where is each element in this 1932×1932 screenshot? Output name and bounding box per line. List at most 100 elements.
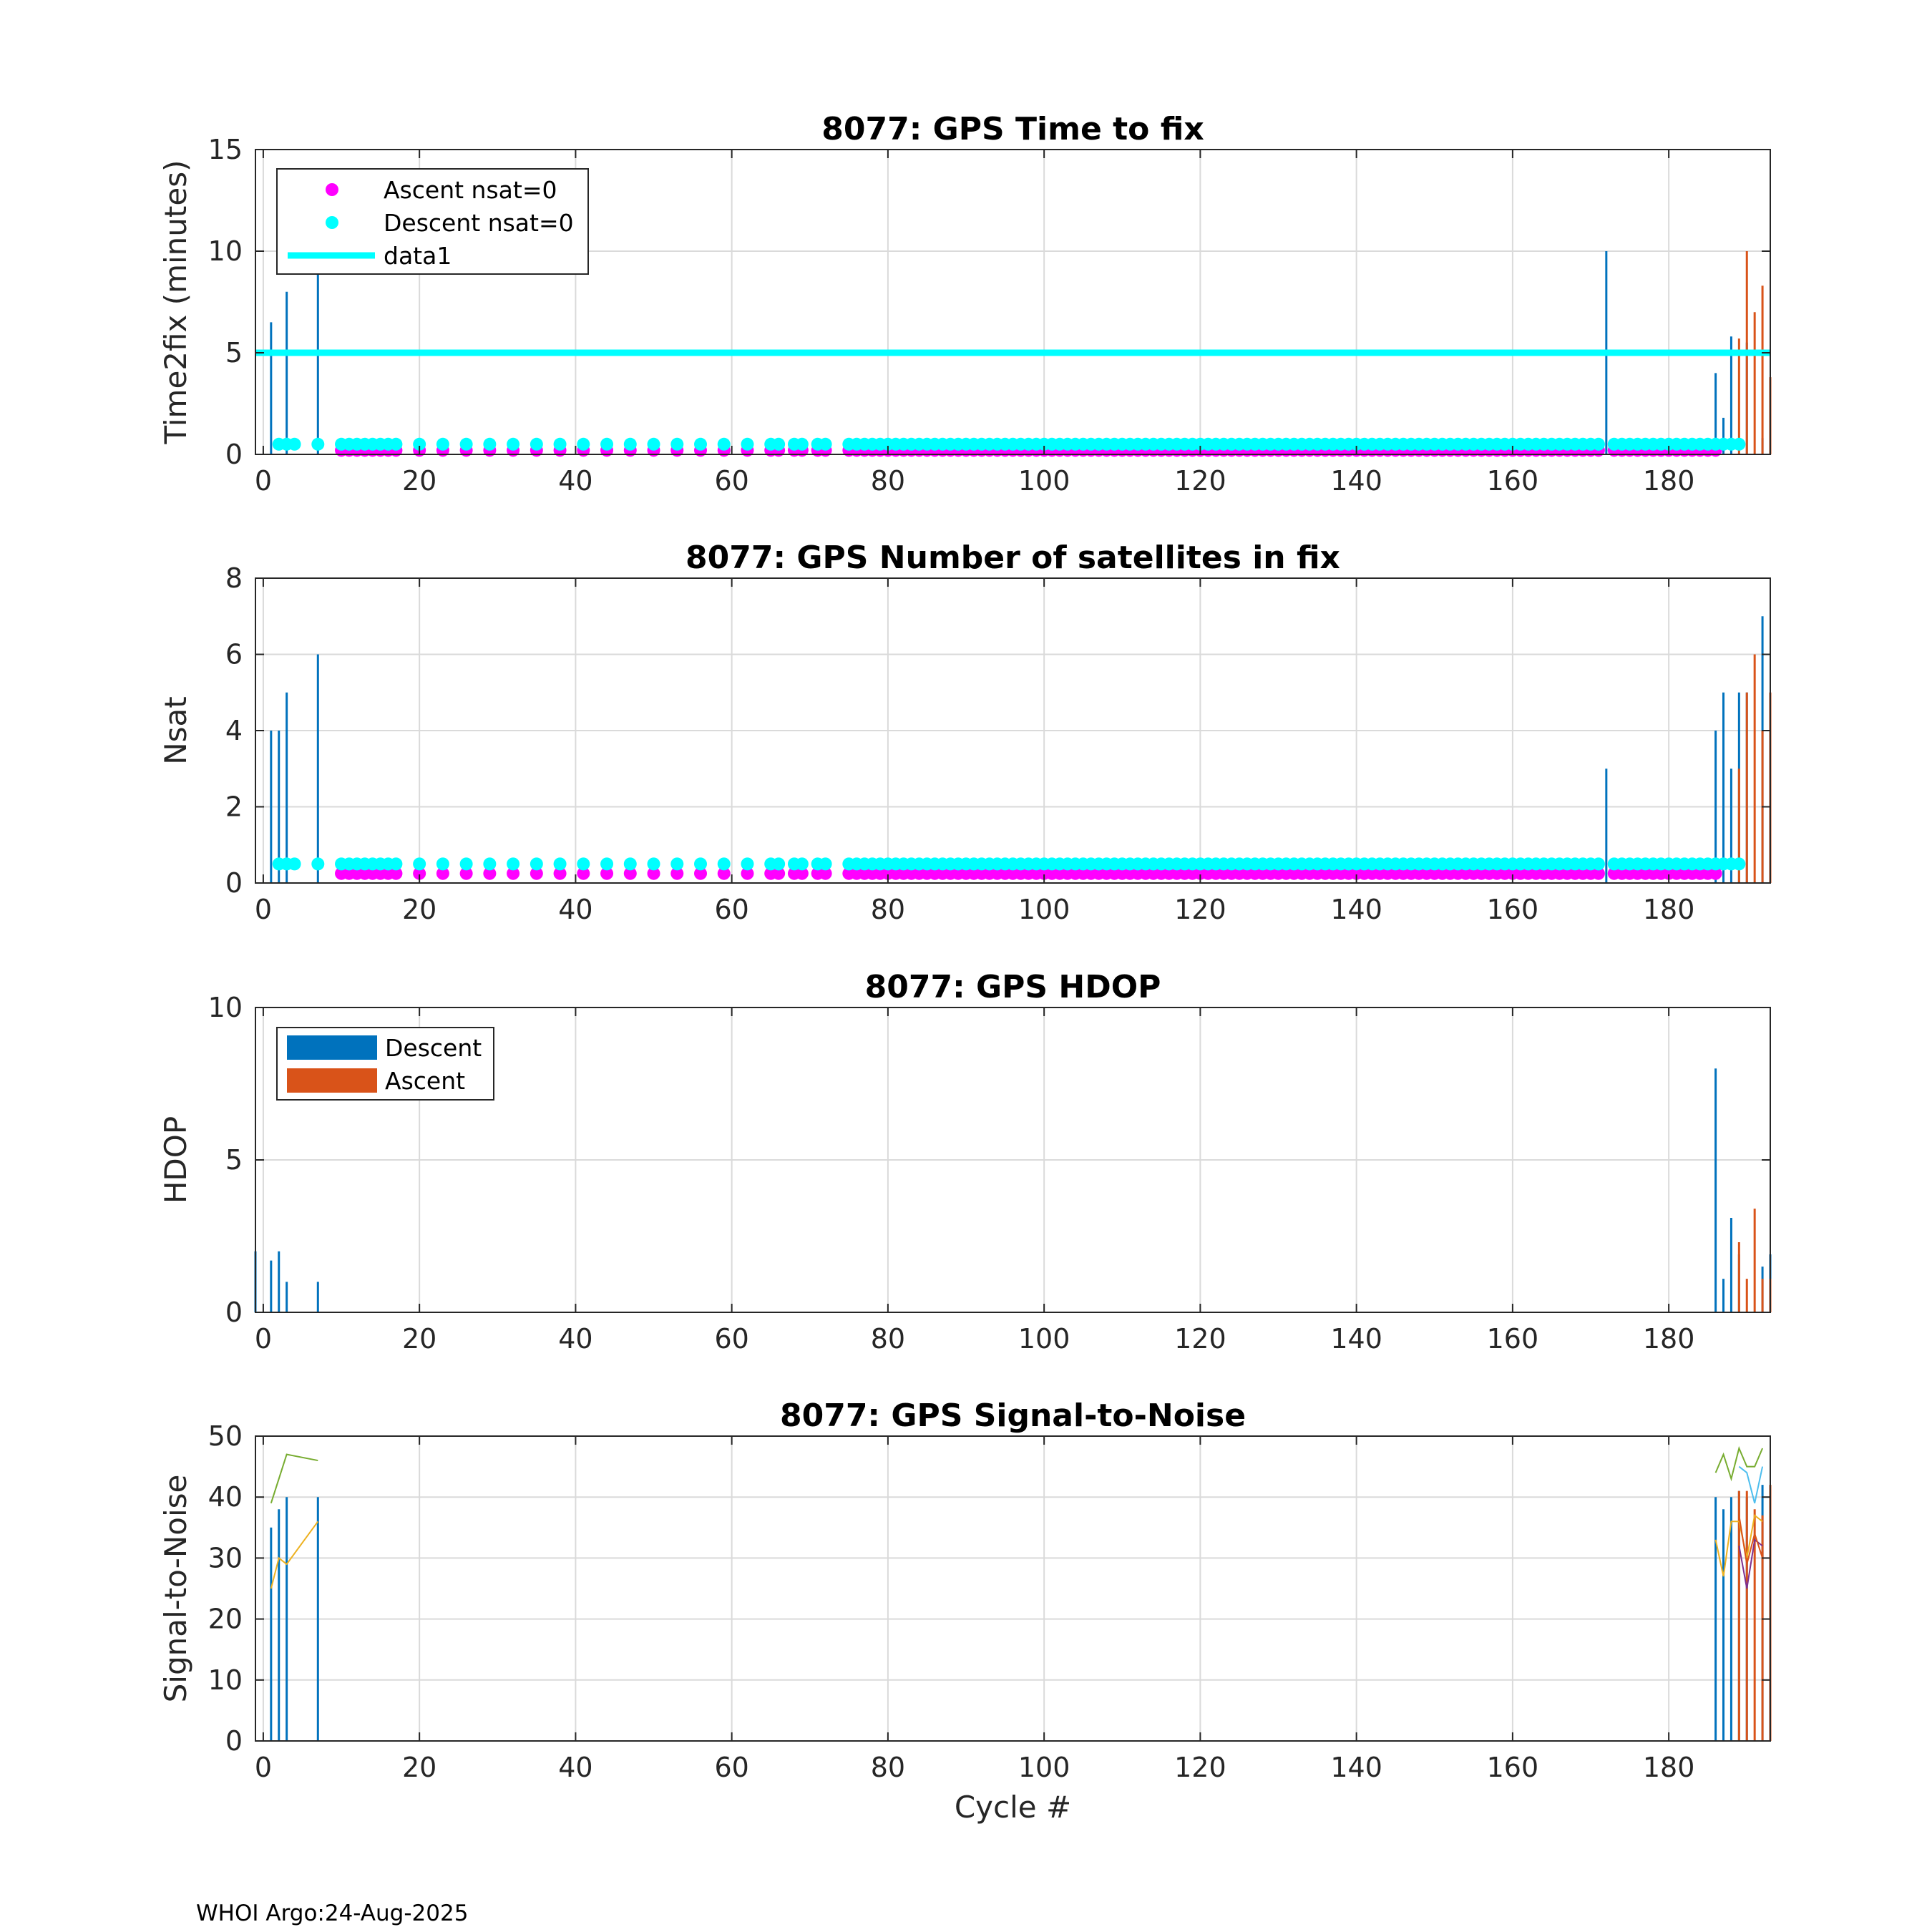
marker-descent <box>530 857 543 871</box>
legend: Descent Ascent <box>276 1027 494 1101</box>
x-tick-label: 180 <box>1643 1323 1695 1355</box>
y-tick-label: 10 <box>208 992 243 1023</box>
marker-ascent <box>795 867 809 880</box>
x-axis-label: Cycle # <box>955 1790 1071 1825</box>
marker-ascent <box>670 867 684 880</box>
marker-descent <box>600 857 614 871</box>
marker-ascent <box>553 867 567 880</box>
x-tick-label: 20 <box>402 1323 436 1355</box>
x-tick-label: 40 <box>558 1323 592 1355</box>
x-tick-label: 60 <box>714 465 748 497</box>
x-tick-label: 0 <box>255 465 272 497</box>
x-tick-label: 40 <box>558 465 592 497</box>
marker-descent <box>647 437 660 451</box>
marker-descent <box>413 437 426 451</box>
marker-descent <box>795 437 809 451</box>
x-tick-label: 80 <box>871 465 905 497</box>
x-tick-label: 120 <box>1174 1752 1226 1783</box>
line-snr-max <box>1714 1445 1764 1482</box>
marker-ascent <box>694 867 708 880</box>
marker-descent <box>436 437 449 451</box>
marker-descent <box>795 857 809 871</box>
x-tick-label: 140 <box>1330 1752 1382 1783</box>
marker-ascent <box>577 867 590 880</box>
marker-descent <box>288 437 301 451</box>
marker-ascent <box>647 867 660 880</box>
chart-title: 8077: GPS HDOP <box>865 969 1161 1005</box>
marker-ascent <box>436 867 449 880</box>
marker-descent <box>389 857 403 871</box>
y-tick-label: 15 <box>208 134 243 165</box>
marker-descent <box>483 857 497 871</box>
footer-label: WHOI Argo:24-Aug-2025 <box>196 1901 468 1926</box>
x-tick-label: 160 <box>1487 465 1539 497</box>
y-axis-label: Nsat <box>158 696 193 765</box>
legend-swatch-ascent <box>287 1068 377 1093</box>
marker-descent <box>459 857 473 871</box>
marker-descent <box>507 437 520 451</box>
marker-descent <box>413 857 426 871</box>
y-tick-label: 0 <box>225 867 243 899</box>
line-snr-mean <box>270 1521 319 1589</box>
y-tick-label: 50 <box>208 1420 243 1452</box>
marker-descent <box>311 437 325 451</box>
y-tick-label: 5 <box>225 337 243 369</box>
legend-swatch-descent-marker <box>326 216 338 229</box>
legend: Ascent nsat=0 Descent nsat=0 data1 <box>276 168 589 275</box>
marker-descent <box>819 857 832 871</box>
x-tick-label: 140 <box>1330 894 1382 925</box>
plot-area <box>255 1436 1770 1741</box>
legend-label-ascent: Ascent nsat=0 <box>384 176 557 204</box>
x-tick-label: 100 <box>1018 1752 1070 1783</box>
marker-descent <box>694 437 708 451</box>
marker-descent <box>741 437 754 451</box>
x-tick-label: 80 <box>871 894 905 925</box>
x-tick-label: 20 <box>402 894 436 925</box>
x-tick-label: 60 <box>714 894 748 925</box>
legend-label-data1: data1 <box>384 242 452 270</box>
y-tick-label: 2 <box>225 791 243 823</box>
marker-descent <box>483 437 497 451</box>
marker-ascent <box>623 867 637 880</box>
x-tick-label: 180 <box>1643 894 1695 925</box>
marker-ascent <box>772 867 786 880</box>
marker-descent <box>1591 437 1605 451</box>
y-axis-label: HDOP <box>158 1116 193 1204</box>
x-tick-label: 120 <box>1174 1323 1226 1355</box>
x-tick-label: 80 <box>871 1752 905 1783</box>
y-tick-label: 20 <box>208 1604 243 1635</box>
x-tick-label: 80 <box>871 1323 905 1355</box>
y-tick-label: 6 <box>225 639 243 670</box>
x-tick-label: 160 <box>1487 1323 1539 1355</box>
legend-label-descent: Descent nsat=0 <box>384 209 574 237</box>
y-tick-label: 0 <box>225 1297 243 1328</box>
x-tick-label: 40 <box>558 894 592 925</box>
marker-ascent <box>459 867 473 880</box>
marker-descent <box>1591 857 1605 871</box>
marker-ascent <box>717 867 731 880</box>
legend-swatch-descent <box>287 1035 377 1060</box>
y-tick-label: 5 <box>225 1144 243 1176</box>
axes-box <box>255 149 1771 455</box>
marker-descent <box>577 437 590 451</box>
marker-descent <box>436 857 449 871</box>
marker-descent <box>623 857 637 871</box>
marker-descent <box>459 437 473 451</box>
x-tick-label: 180 <box>1643 1752 1695 1783</box>
marker-ascent <box>507 867 520 880</box>
x-tick-label: 20 <box>402 1752 436 1783</box>
marker-descent <box>694 857 708 871</box>
legend-swatch-ascent-marker <box>326 183 338 196</box>
marker-descent <box>647 857 660 871</box>
x-tick-label: 0 <box>255 1752 272 1783</box>
marker-ascent <box>1709 867 1722 880</box>
line-snr-max2 <box>1738 1465 1764 1503</box>
x-tick-label: 60 <box>714 1323 748 1355</box>
x-tick-label: 0 <box>255 1323 272 1355</box>
marker-ascent <box>389 867 403 880</box>
chart-panel-time2fix: 0 20 40 60 80 100 120 140 160 180 0 5 10 15 8077: GPS … <box>158 111 1772 497</box>
y-tick-label: 0 <box>225 439 243 470</box>
x-tick-label: 180 <box>1643 465 1695 497</box>
y-tick-label: 40 <box>208 1481 243 1513</box>
x-tick-label: 140 <box>1330 1323 1382 1355</box>
